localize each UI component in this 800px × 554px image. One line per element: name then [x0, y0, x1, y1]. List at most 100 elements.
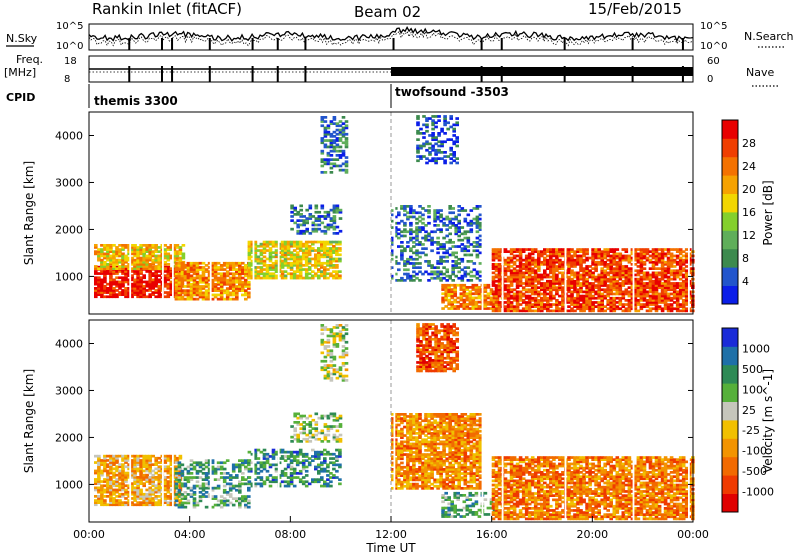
range-cell: [112, 488, 116, 492]
range-cell: [130, 295, 134, 299]
range-cell: [154, 471, 158, 475]
colorbar-tick-label: 12: [742, 229, 756, 242]
range-cell: [434, 161, 438, 165]
range-cell: [561, 303, 565, 306]
range-cell: [136, 276, 140, 280]
range-cell: [492, 298, 497, 302]
range-cell: [121, 291, 125, 294]
range-cell: [157, 260, 162, 264]
range-cell: [477, 305, 482, 308]
range-cell: [512, 296, 517, 300]
range-cell: [450, 290, 454, 293]
range-cell: [247, 293, 251, 297]
range-cell: [486, 303, 491, 306]
range-cell: [335, 132, 340, 136]
range-cell: [238, 501, 242, 505]
range-cell: [145, 256, 149, 260]
range-cell: [512, 250, 517, 253]
range-cell: [434, 151, 438, 154]
range-cell: [591, 256, 595, 260]
range-cell: [615, 279, 620, 283]
range-cell: [228, 474, 233, 477]
range-cell: [320, 151, 325, 155]
range-cell: [552, 254, 556, 258]
range-cell: [180, 268, 185, 271]
range-cell: [172, 244, 177, 247]
range-cell: [443, 155, 447, 158]
range-cell: [451, 245, 455, 248]
range-cell: [465, 303, 470, 306]
range-cell: [648, 275, 653, 279]
range-cell: [463, 230, 468, 234]
range-cell: [133, 272, 137, 275]
range-cell: [157, 250, 162, 253]
range-cell: [540, 250, 544, 253]
range-cell: [443, 123, 447, 127]
range-cell: [558, 271, 562, 275]
range-cell: [296, 232, 300, 235]
range-cell: [148, 248, 152, 251]
range-cell: [573, 275, 577, 279]
range-cell: [453, 288, 457, 291]
range-cell: [444, 292, 448, 296]
range-cell: [207, 272, 212, 276]
range-cell: [112, 280, 116, 284]
range-cell: [483, 290, 488, 293]
range-cell: [326, 160, 331, 164]
range-cell: [121, 476, 125, 479]
range-cell: [112, 459, 116, 462]
range-cell: [127, 295, 131, 299]
range-cell: [97, 258, 101, 262]
range-cell: [154, 291, 158, 294]
range-cell: [94, 461, 98, 464]
freq-label: Freq.: [16, 53, 43, 66]
range-cell: [183, 491, 188, 494]
range-cell: [145, 473, 149, 477]
range-cell: [606, 248, 610, 251]
range-cell: [195, 463, 200, 467]
range-cell: [195, 476, 200, 479]
range-cell: [169, 503, 174, 507]
range-cell: [433, 270, 437, 274]
range-cell: [452, 155, 456, 158]
range-cell: [441, 300, 445, 304]
range-cell: [552, 288, 556, 292]
range-cell: [174, 278, 179, 282]
range-cell: [603, 284, 607, 287]
range-cell: [142, 495, 146, 498]
range-cell: [97, 280, 101, 284]
range-cell: [121, 484, 125, 488]
range-cell: [606, 250, 610, 253]
range-cell: [121, 459, 125, 462]
range-cell: [609, 309, 613, 313]
range-cell: [213, 503, 218, 507]
range-cell: [115, 467, 119, 471]
range-cell: [244, 505, 248, 509]
range-cell: [157, 280, 162, 284]
range-cell: [543, 282, 547, 285]
range-cell: [118, 280, 122, 284]
range-cell: [195, 264, 200, 267]
range-cell: [163, 467, 168, 471]
range-cell: [323, 126, 328, 130]
range-cell: [497, 309, 502, 313]
range-cell: [189, 488, 194, 492]
range-cell: [305, 227, 309, 231]
range-cell: [289, 244, 294, 248]
range-cell: [299, 223, 303, 227]
range-cell: [289, 476, 294, 479]
range-cell: [567, 263, 571, 266]
range-cell: [527, 269, 532, 273]
range-cell: [103, 469, 107, 473]
range-cell: [177, 463, 182, 467]
range-cell: [298, 240, 303, 244]
range-cell: [431, 157, 435, 160]
range-cell: [549, 254, 553, 258]
range-cell: [462, 300, 467, 304]
range-cell: [409, 215, 413, 219]
range-cell: [186, 499, 191, 503]
range-cell: [124, 471, 128, 475]
range-cell: [341, 141, 346, 145]
